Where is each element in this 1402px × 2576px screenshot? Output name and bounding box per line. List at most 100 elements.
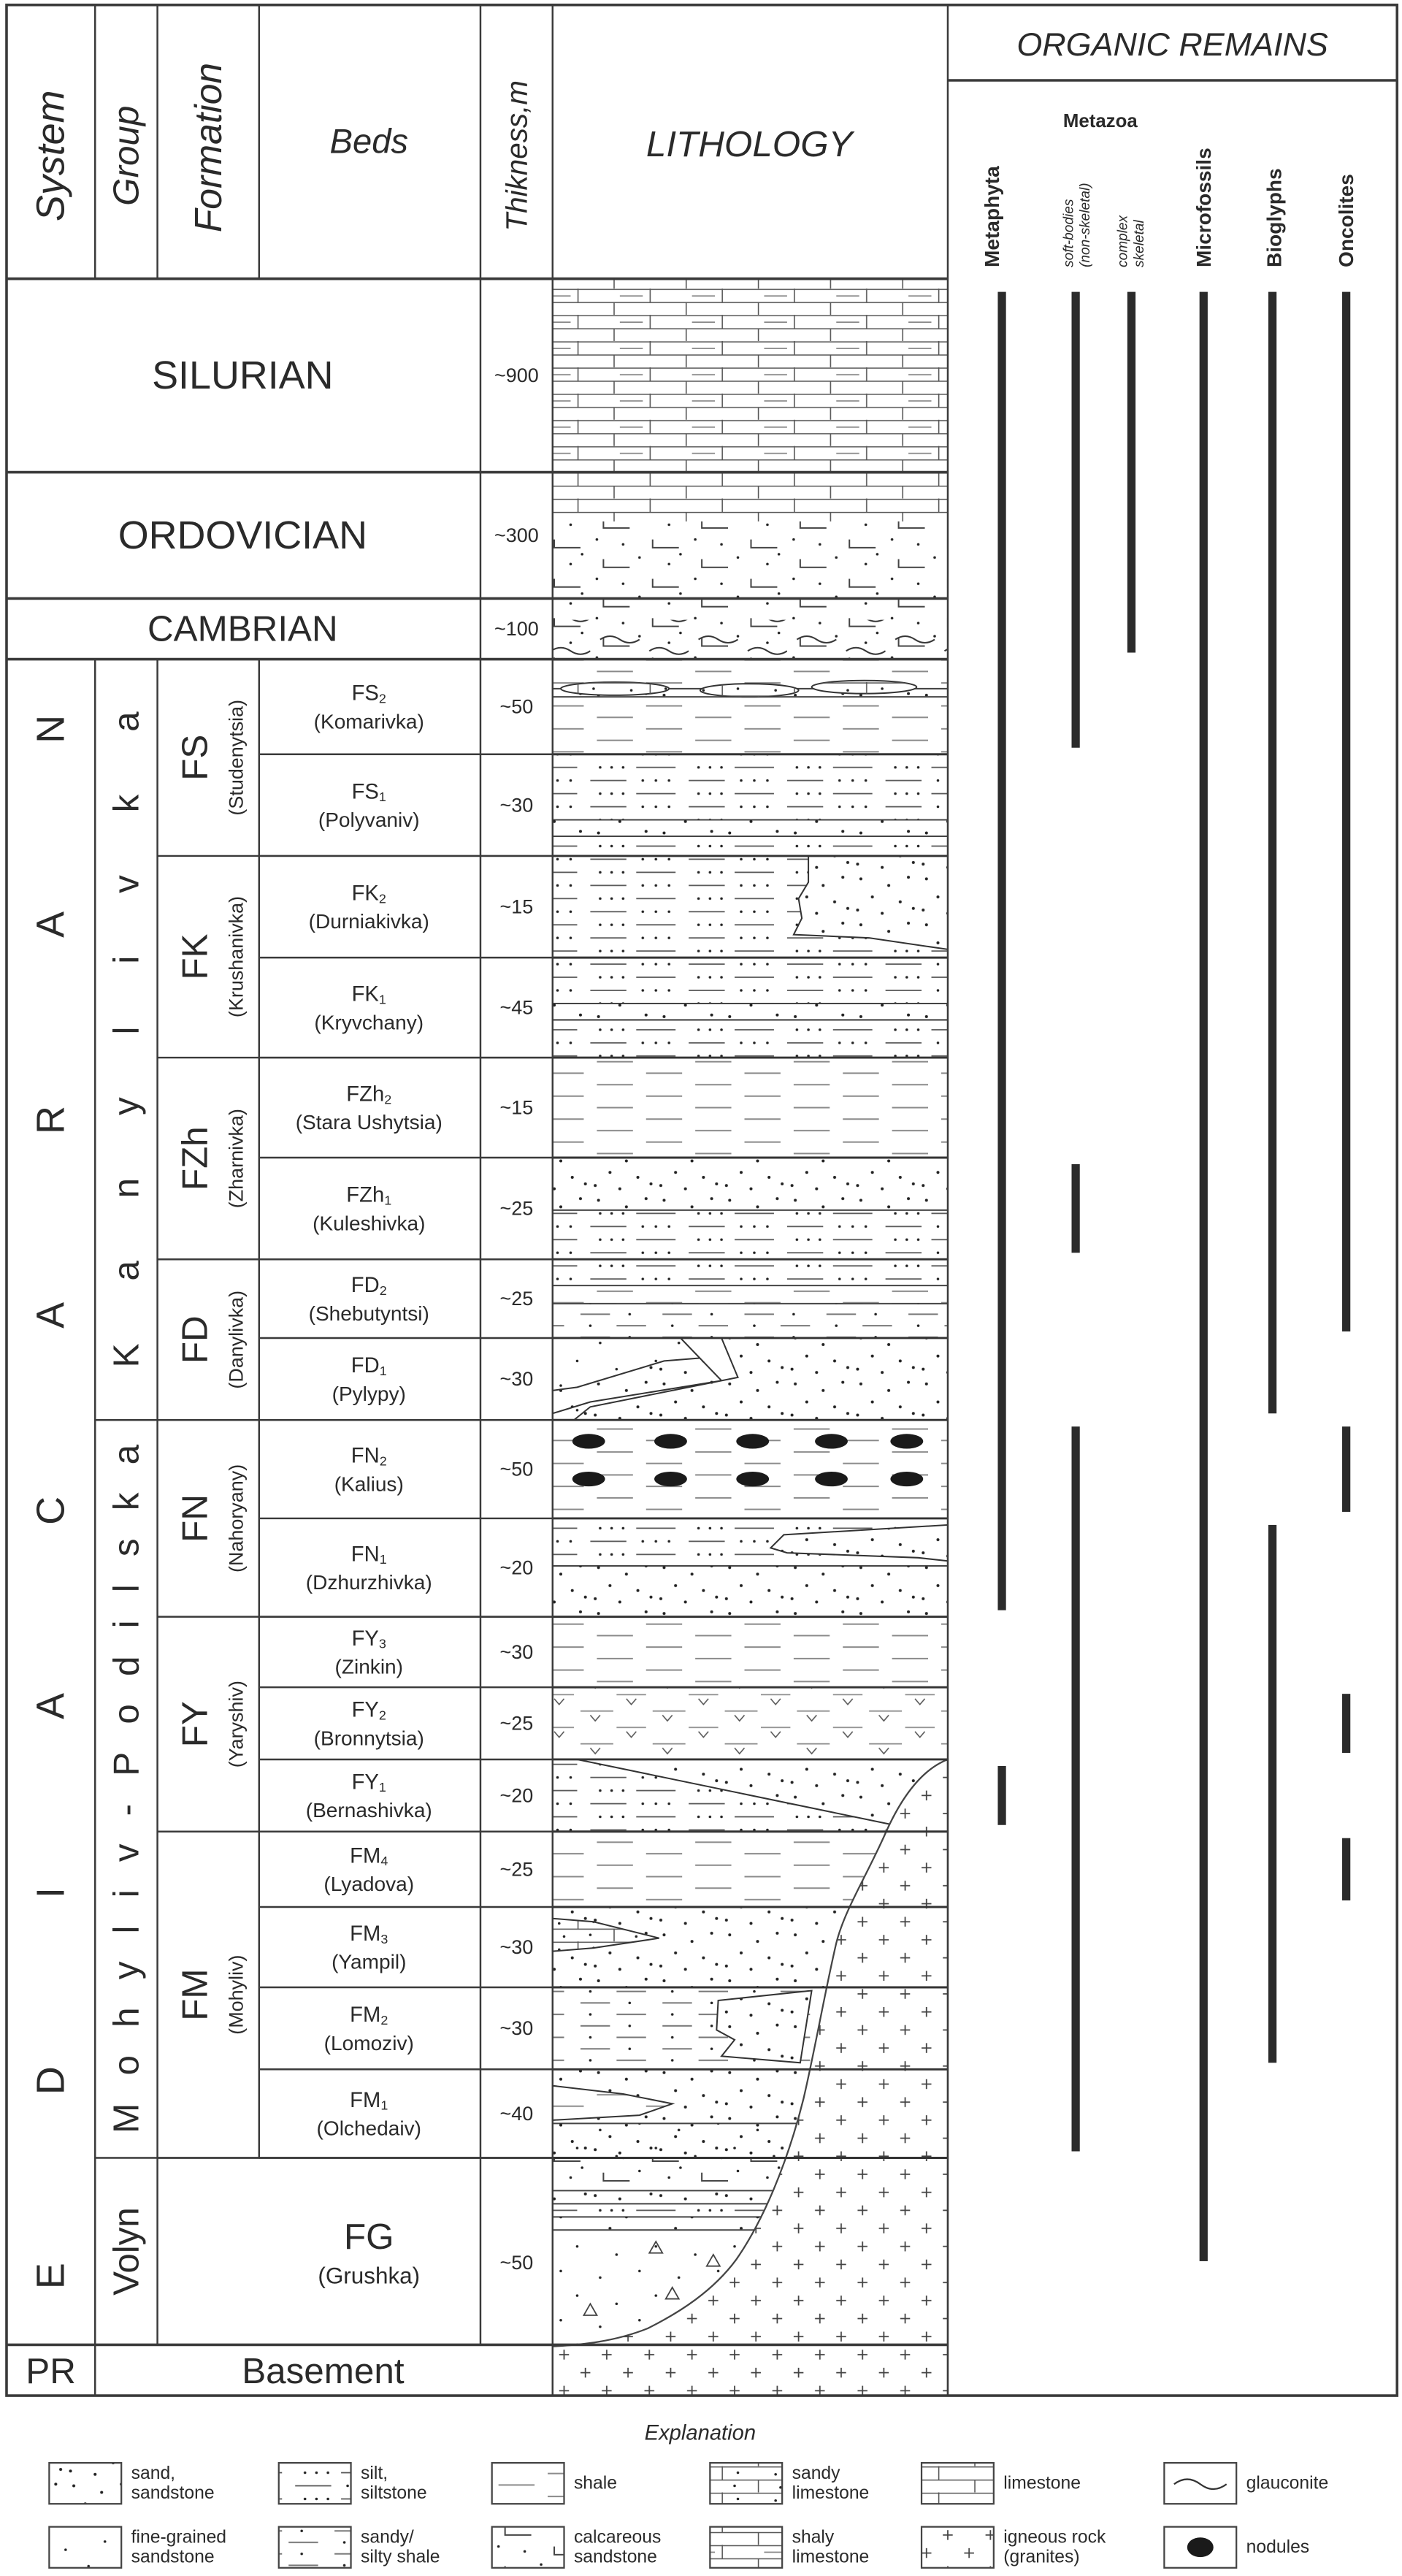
- thickness-value: ~15: [500, 896, 534, 918]
- lithology-silurian: [552, 278, 948, 473]
- thickness-value: ~20: [500, 1556, 534, 1578]
- bed-code: FY2: [352, 1699, 386, 1723]
- legend-swatch: [920, 2526, 995, 2569]
- legend-label: (granites): [1003, 2548, 1079, 2567]
- bed-name: (Stara Ushytsia): [296, 1111, 443, 1134]
- organic-column-label-bioglyphs: Bioglyphs: [1263, 168, 1285, 267]
- bed-name: (Durniakivka): [309, 910, 429, 933]
- breccia-clast: [705, 2253, 721, 2267]
- thickness-value: ~30: [500, 794, 534, 816]
- thickness-value: ~25: [500, 1713, 534, 1735]
- legend-label: calcareous: [574, 2528, 661, 2548]
- legend-label: sandstone: [131, 2483, 215, 2503]
- basement-system: PR: [26, 2351, 76, 2391]
- bed-name: (Shebutyntsi): [309, 1302, 429, 1325]
- bed-code-letters: FY: [352, 1770, 379, 1794]
- bed-code-letters: FS: [352, 682, 379, 706]
- bed-code: FY3: [352, 1627, 386, 1651]
- nodule: [890, 1471, 924, 1487]
- thickness-value: ~30: [500, 1641, 534, 1663]
- bed-code-letters: FN: [351, 1543, 380, 1566]
- legend-item-sand-sandstone: sand,sandstone: [48, 2461, 215, 2505]
- formation-name: (Studenytsia): [225, 700, 247, 816]
- system-name-ediacaran: EDIACARAN: [29, 715, 73, 2289]
- bed-name: (Bronnytsia): [314, 1727, 424, 1749]
- legend-label: limestone: [1003, 2474, 1081, 2493]
- lithology-fzh1-sand: [552, 1158, 948, 1210]
- bed-code-letters: FZh: [346, 1083, 384, 1107]
- bed-code: FD2: [351, 1274, 387, 1298]
- legend-item-igneous-rock: igneous rock(granites): [920, 2526, 1106, 2569]
- formation-code: FZh: [175, 1126, 215, 1190]
- nodule: [572, 1434, 605, 1449]
- lithology-fs1-sand: [552, 819, 948, 836]
- bed-code-letters: FM: [350, 2003, 380, 2027]
- thickness-value: ~30: [500, 2017, 534, 2039]
- granite-intrusion: [551, 1758, 949, 2397]
- bed-name: (Lomoziv): [324, 2032, 414, 2055]
- range-bar-microfossils: [1199, 291, 1208, 2261]
- legend-item-nodules: nodules: [1163, 2526, 1309, 2569]
- legend-swatch: [48, 2461, 123, 2505]
- range-bar-oncolites: [1342, 1426, 1351, 1512]
- bed-code-subscript: 2: [380, 1453, 387, 1468]
- nodule: [654, 1471, 687, 1487]
- range-bar-complex: [1127, 291, 1136, 653]
- lithology-fk1-silt-lower: [552, 1020, 948, 1058]
- lithology-fs1-silt: [552, 754, 948, 820]
- bed-code-subscript: 1: [379, 992, 386, 1006]
- bed-code: FN2: [351, 1445, 387, 1469]
- lithology-fy3-shale: [552, 1616, 948, 1688]
- bed-code-letters: FD: [351, 1274, 380, 1297]
- bed-name: (Olchedaiv): [317, 2117, 421, 2140]
- lithology-fd2-sandy-shale: [552, 1303, 948, 1338]
- range-bar-bioglyphs: [1268, 291, 1277, 1414]
- table-border: [5, 3, 1399, 2397]
- nodule: [736, 1471, 770, 1487]
- bed-code-letters: FM: [350, 2089, 380, 2112]
- nodule: [815, 1434, 848, 1449]
- bed-name: (Polyvaniv): [318, 809, 420, 831]
- header-formation: Formation: [187, 63, 229, 232]
- group-name: Mohyliv-Podilska: [106, 1444, 146, 2133]
- legend-swatch: [491, 2526, 565, 2569]
- bed-code-letters: FN: [351, 1445, 380, 1468]
- legend-label: glauconite: [1246, 2474, 1329, 2493]
- range-bar-oncolites: [1342, 1694, 1351, 1753]
- legend-label: sandy: [792, 2464, 841, 2483]
- bed-code-letters: FM: [350, 1922, 380, 1946]
- thickness-value: ~40: [500, 2103, 534, 2125]
- organic-column-label-oncolites: Oncolites: [1335, 174, 1357, 267]
- thickness-value: ~30: [500, 1936, 534, 1958]
- organic-column-sublabel-complex: skeletal: [1132, 220, 1147, 267]
- range-bar-soft-bodies: [1071, 1426, 1080, 2152]
- lithology-fzh1-silt: [552, 1209, 948, 1260]
- bed-code-letters: FZh: [346, 1184, 384, 1207]
- bed-name: (Kuleshivka): [313, 1212, 425, 1234]
- nodule: [736, 1434, 770, 1449]
- legend-item-shale: shale: [491, 2461, 617, 2505]
- legend-label: sandstone: [574, 2548, 657, 2567]
- thickness-value: ~50: [500, 696, 534, 718]
- thickness-value: ~50: [500, 2252, 534, 2274]
- lithology-ordovician-calcareous-sandstone: [552, 521, 948, 599]
- system-name-silurian: SILURIAN: [152, 353, 334, 397]
- thickness-value: ~300: [494, 524, 539, 546]
- legend-label: shale: [574, 2474, 617, 2493]
- organic-column-label-microfossils: Microfossils: [1192, 148, 1215, 267]
- legend-item-silt-siltstone: silt,siltstone: [277, 2461, 427, 2505]
- legend-label: sandy/: [361, 2528, 414, 2548]
- header-beds: Beds: [330, 122, 408, 161]
- bed-code-subscript: 2: [379, 1708, 386, 1722]
- bed-code-subscript: 1: [379, 790, 386, 804]
- thickness-value: ~45: [500, 997, 534, 1019]
- group-name: Kanylivka: [106, 711, 146, 1368]
- legend-label: sand,: [131, 2464, 175, 2483]
- organic-remains-panel: Metaphyta soft-bodies (non-skeletal) comple…: [981, 148, 1357, 2261]
- legend-swatch: [709, 2526, 784, 2569]
- bed-code: FK1: [352, 983, 386, 1007]
- header-lithology: LITHOLOGY: [646, 124, 855, 164]
